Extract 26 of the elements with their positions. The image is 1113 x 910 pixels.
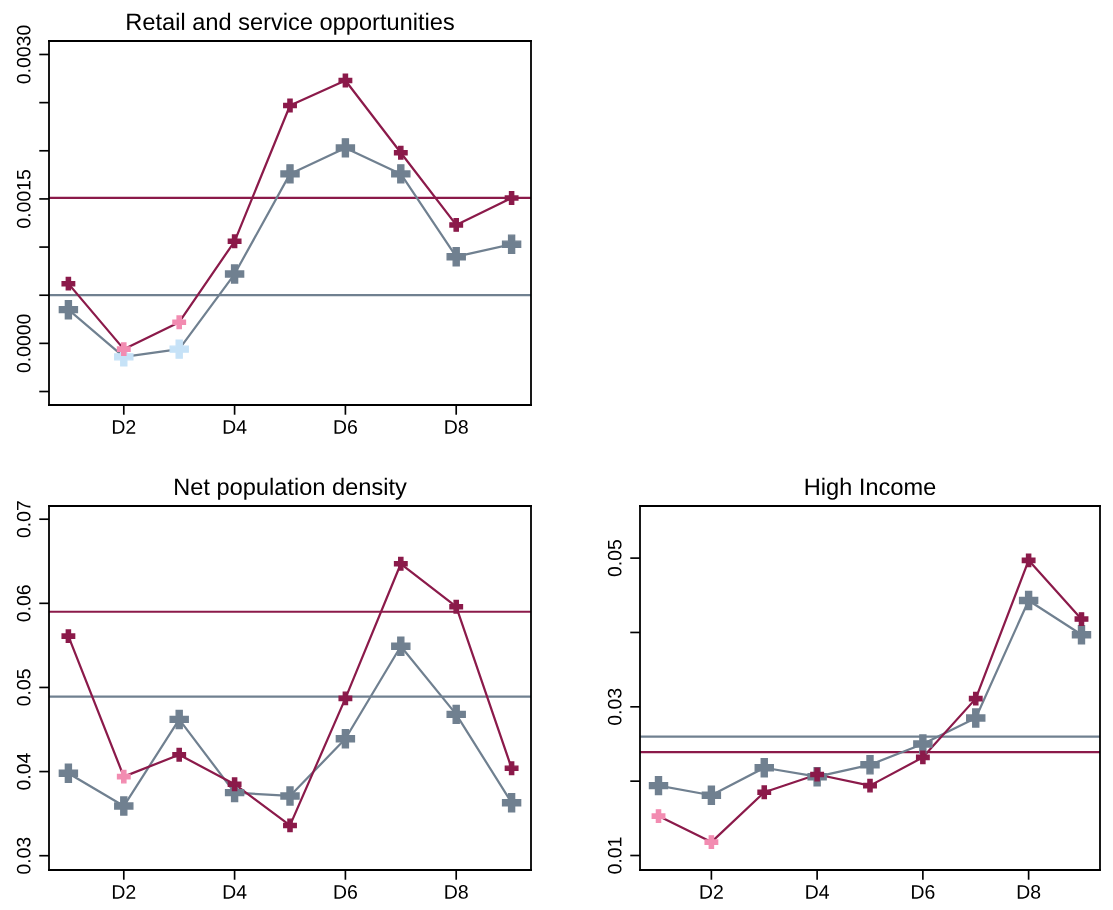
chart-title: Retail and service opportunities [127,12,454,35]
x-tick-label: D8 [445,420,468,434]
y-tick-label: 0.03 [16,837,31,874]
x-tick-label: D6 [912,885,935,899]
chart-title: High Income [805,477,936,500]
y-tick-label: 0.04 [16,753,31,790]
y-tick-label: 0.05 [607,540,622,577]
x-tick-label: D2 [112,420,136,434]
x-tick-label: D4 [223,420,247,434]
x-tick-label: D2 [700,885,723,899]
y-tick-label: 0.0000 [16,314,31,373]
y-tick-label: 0.01 [607,837,622,874]
x-tick-label: D6 [334,420,357,434]
y-tick-label: 0.05 [16,669,31,706]
x-tick-label: D4 [223,885,247,899]
y-tick-label: 0.0030 [16,25,31,84]
x-tick-label: D6 [334,885,357,899]
x-tick-label: D2 [112,885,136,899]
y-tick-label: 0.0015 [16,170,31,228]
x-tick-label: D8 [445,885,468,899]
x-tick-label: D4 [806,885,829,899]
chart-title: Net population density [175,477,407,500]
y-tick-label: 0.07 [16,501,31,538]
y-tick-label: 0.06 [16,585,31,622]
y-tick-label: 0.03 [607,688,622,725]
x-tick-label: D8 [1017,885,1041,899]
